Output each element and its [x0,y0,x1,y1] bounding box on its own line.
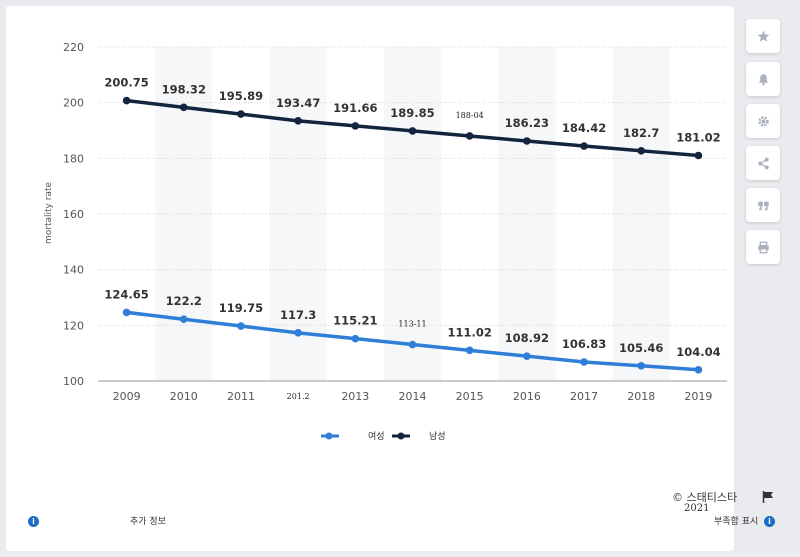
legend-item-1[interactable]: 남성 [429,431,446,442]
data-point[interactable] [237,110,245,118]
y-tick-label: 160 [63,208,84,221]
display-source-link[interactable]: 부족함 표시 [714,517,759,527]
data-point[interactable] [351,122,360,130]
data-label: 111.02 [447,325,491,339]
legend-item-0[interactable]: 여성 [368,430,385,442]
y-axis-label: mortality rate [44,182,54,244]
legend: 여성 남성 [321,430,446,442]
share-button[interactable] [746,146,780,180]
data-label: 193.47 [276,96,320,110]
data-point[interactable] [294,329,302,337]
gridlines [98,46,727,382]
data-label: 184.42 [562,121,606,135]
x-tick-label: 2014 [399,390,427,403]
data-point[interactable] [694,365,703,374]
y-tick-label: 120 [63,319,84,332]
x-axis-ticks: 2009 2010 2011 201.2 2013 2014 2015 2016 2017 201… [113,390,713,403]
y-tick-label: 100 [63,375,84,388]
data-point[interactable] [694,151,703,160]
copyright-text: © 스태티스타 [672,491,738,504]
data-point[interactable] [580,142,588,150]
y-tick-label: 180 [63,152,84,165]
data-label: 124.65 [104,287,148,301]
data-point[interactable] [179,103,188,112]
data-label: 108.92 [505,331,549,345]
data-point[interactable] [351,334,360,343]
data-label: 181.02 [676,130,720,144]
data-point[interactable] [122,96,131,105]
data-point[interactable] [637,362,646,370]
series-lines [122,96,703,374]
favorite-button[interactable] [746,19,780,53]
data-label: 189.85 [390,106,434,120]
copyright-year: 2021 [684,503,710,514]
data-label: 117.3 [280,308,316,322]
data-label: 115.21 [333,314,377,328]
x-tick-label: 2013 [341,390,369,403]
y-tick-label: 140 [63,264,84,277]
x-tick-label: 2011 [227,390,255,403]
source-info-icon[interactable]: i [764,516,775,527]
y-axis-ticks: 100 120 140 160 180 200 220 [63,41,84,388]
print-button[interactable] [746,230,780,264]
info-icon[interactable]: i [28,516,39,527]
data-point[interactable] [580,358,588,366]
x-tick-label: 2017 [570,390,598,403]
data-point[interactable] [237,322,245,330]
x-tick-label: 2015 [456,390,484,403]
y-tick-label: 200 [63,97,84,110]
data-label: 182.7 [623,126,659,140]
data-label: 188-04 [456,111,484,120]
flag-icon[interactable] [762,491,774,503]
data-point[interactable] [523,352,531,360]
x-tick-label: 2009 [113,390,141,403]
data-label: 200.75 [104,76,148,90]
settings-button[interactable] [746,104,780,138]
data-label: 198.32 [162,82,206,96]
data-label: 195.89 [219,89,263,103]
data-point[interactable] [122,308,131,317]
data-label: 122.2 [166,294,202,308]
star-icon [757,30,769,42]
data-point[interactable] [408,127,417,135]
data-point[interactable] [294,117,302,125]
x-tick-label: 201.2 [287,392,310,401]
bell-icon [758,73,768,85]
gear-icon [757,115,769,127]
data-point[interactable] [179,315,188,324]
data-point[interactable] [523,137,531,145]
data-label: 104.04 [676,345,720,359]
x-tick-label: 2018 [627,390,655,403]
share-icon [757,157,769,169]
x-tick-label: 2016 [513,390,541,403]
quote-icon [757,201,769,210]
data-label: 119.75 [219,301,263,315]
data-point[interactable] [637,147,646,155]
print-icon [757,241,769,253]
cite-button[interactable] [746,188,780,222]
data-label: 186.23 [505,116,549,130]
more-info-link[interactable]: 추가 정보 [130,517,166,527]
data-label: 113-11 [398,320,426,329]
data-label: 106.83 [562,337,606,351]
data-labels: 124.65 122.2 119.75 117.3 115.21 113-11 111.02… [104,76,720,359]
y-tick-label: 220 [63,41,84,54]
data-label: 105.46 [619,341,663,355]
data-label: 191.66 [333,101,377,115]
data-point[interactable] [465,132,474,140]
data-point[interactable] [408,340,417,349]
x-tick-label: 2019 [684,390,712,403]
data-point[interactable] [465,346,474,355]
notification-button[interactable] [746,62,780,96]
x-tick-label: 2010 [170,390,198,403]
